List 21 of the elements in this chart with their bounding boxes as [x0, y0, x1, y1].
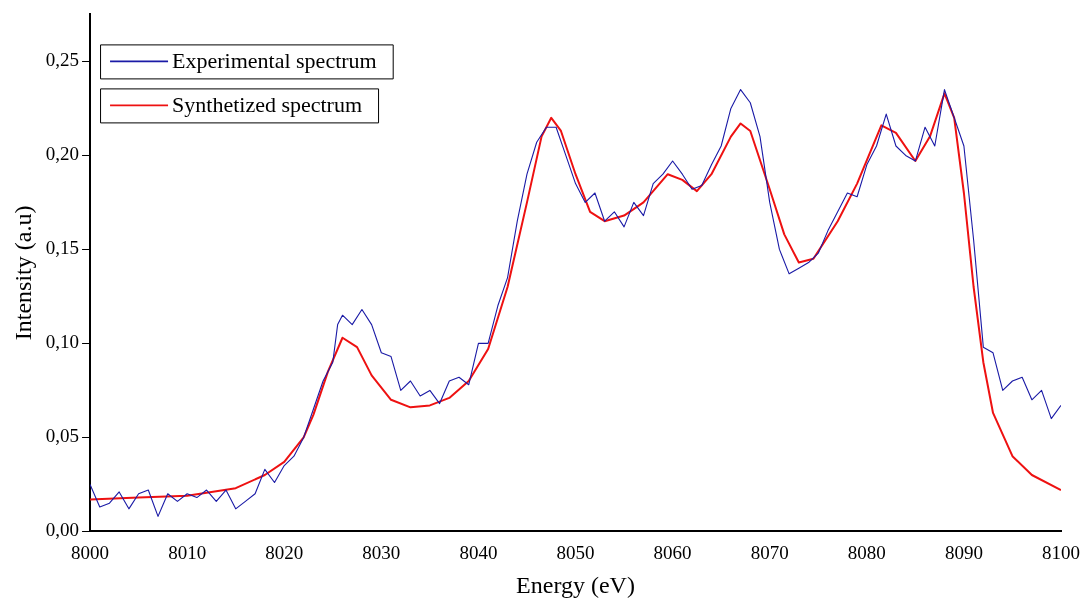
legend-label: Synthetized spectrum: [172, 92, 363, 118]
y-tick-label: 0,20: [45, 143, 80, 165]
x-tick-label: 8080: [847, 541, 886, 563]
x-tick-label: 8030: [362, 541, 401, 563]
y-tick-label: 0,05: [45, 425, 80, 447]
x-tick-label: 8050: [556, 541, 595, 563]
legend-label: Experimental spectrum: [172, 48, 377, 74]
x-tick-label: 8000: [71, 541, 110, 563]
x-tick-label: 8020: [265, 541, 304, 563]
y-axis-title: Intensity (a.u): [9, 205, 36, 341]
x-tick-label: 8090: [944, 541, 983, 563]
x-tick-label: 8040: [459, 541, 498, 563]
y-tick-label: 0,00: [45, 519, 80, 541]
x-axis-title: Energy (eV): [516, 571, 635, 598]
x-tick-label: 8070: [750, 541, 789, 563]
x-tick-label: 8060: [653, 541, 692, 563]
x-tick-label: 8100: [1042, 541, 1080, 563]
y-tick-label: 0,25: [45, 49, 80, 71]
y-tick-label: 0,10: [45, 331, 80, 353]
y-tick-label: 0,15: [45, 237, 80, 259]
x-tick-label: 8010: [168, 541, 207, 563]
